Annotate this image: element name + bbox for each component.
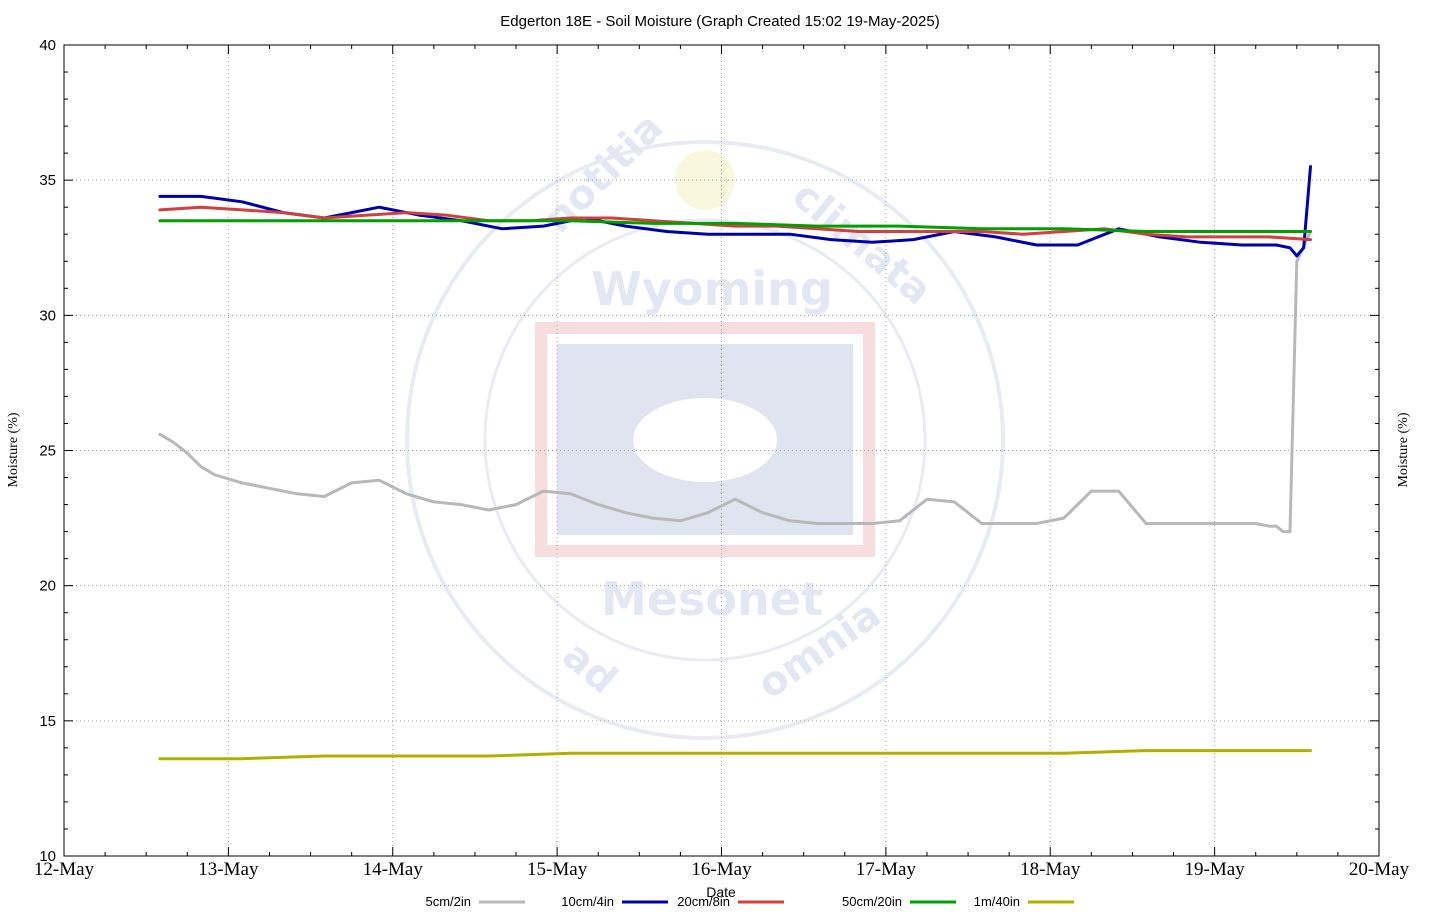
legend-label-5: 1m/40in — [974, 894, 1020, 909]
series-line-2 — [158, 165, 1312, 258]
y-tick-label: 15 — [39, 713, 56, 730]
x-tick-label: 20-May — [1349, 859, 1410, 880]
legend-label-4: 50cm/20in — [842, 894, 902, 909]
seal-inner-ring — [483, 218, 927, 662]
x-axis-label: Date — [706, 884, 736, 900]
mesonet-seal-watermark: notitia climata Wyoming Mesonet ad omnia — [405, 104, 1005, 740]
series-line-4 — [158, 219, 1312, 233]
legend: 5cm/2in 10cm/4in 20cm/8in 50cm/20in 1m/40in — [425, 894, 1074, 909]
flag-white-band — [547, 334, 863, 545]
y-tick-label: 20 — [39, 578, 56, 595]
x-tick-label: 19-May — [1185, 859, 1246, 880]
x-tick-label: 16-May — [691, 859, 752, 880]
chart-title: Edgerton 18E - Soil Moisture (Graph Crea… — [500, 13, 939, 30]
bison-icon — [633, 398, 777, 482]
x-tick-label: 12-May — [34, 859, 95, 880]
y-tick-label: 25 — [39, 443, 56, 460]
x-tick-label: 17-May — [856, 859, 917, 880]
y-tick-label: 40 — [39, 37, 56, 54]
legend-label-3: 20cm/8in — [677, 894, 730, 909]
x-tick-label: 18-May — [1020, 859, 1081, 880]
watermark-word-5: ad — [554, 632, 626, 703]
y-tick-label: 30 — [39, 307, 56, 324]
y-axis-label: Moisture (%) — [6, 412, 21, 487]
legend-label-2: 10cm/4in — [561, 894, 614, 909]
series-line-1 — [158, 230, 1312, 534]
watermark-word-3: Wyoming — [591, 262, 833, 316]
y-tick-label: 35 — [39, 172, 56, 189]
flag-icon — [535, 322, 875, 557]
legend-label-1: 5cm/2in — [425, 894, 471, 909]
x-tick-label: 14-May — [363, 859, 424, 880]
data-series — [158, 165, 1312, 761]
y-tick-label: 10 — [39, 848, 56, 865]
axis-ticks: 10 15 20 25 30 35 40 12-May 13-May 14-May 15-May 16… — [34, 37, 1410, 880]
y2-axis-label: Moisture (%) — [1396, 412, 1411, 487]
series-line-5 — [158, 749, 1312, 761]
seal-outer-ring — [405, 140, 1005, 740]
watermark-word-4: Mesonet — [601, 572, 823, 626]
x-tick-label: 15-May — [527, 859, 588, 880]
x-tick-label: 13-May — [198, 859, 259, 880]
flag-blue-field — [557, 344, 853, 535]
